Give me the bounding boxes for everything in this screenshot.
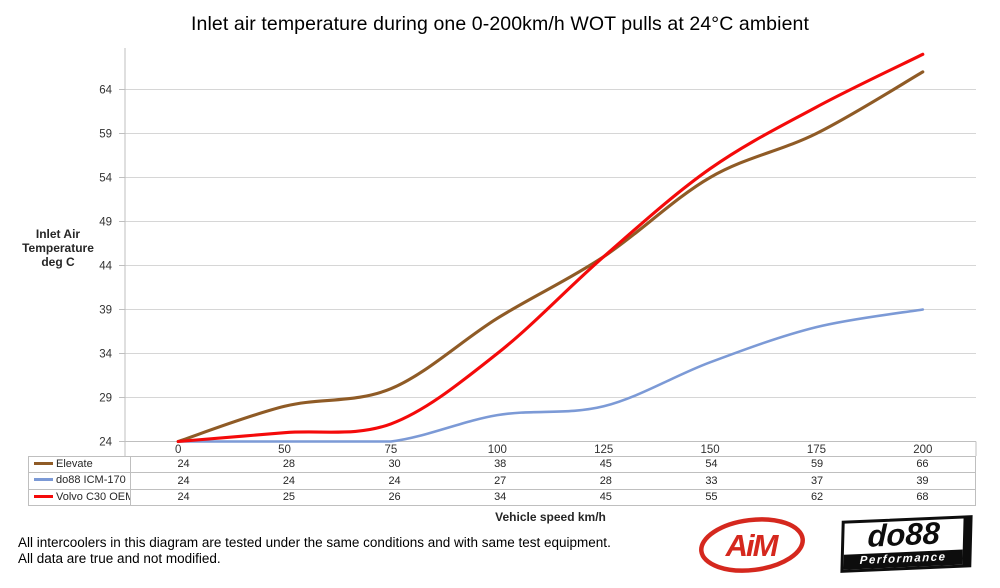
table-value-cell: 24 (130, 472, 237, 490)
table-value-cell: 24 (341, 472, 448, 490)
x-tick-label: 0 (175, 444, 181, 456)
table-value-cell: 24 (177, 458, 190, 471)
table-value-cell: 54 (705, 458, 718, 471)
table-value-cell: 45 (599, 458, 612, 471)
legend-cell: Elevate (28, 456, 131, 473)
x-tick-label: 150 (700, 444, 719, 456)
table-value-cell: 30 (388, 458, 401, 471)
legend-cell: Volvo C30 OEM (28, 488, 131, 506)
legend-swatch-icon (34, 478, 53, 482)
series-line-volvo-c30-oem (176, 52, 925, 444)
x-tick-label: 50 (278, 444, 291, 456)
data-table: Elevate 24 28 30 38 45 54 59 66 do88 ICM-170 24 24 2… (28, 456, 976, 507)
y-axis-title: Inlet Air Temperature deg C (20, 227, 96, 269)
footer-note-1: All intercoolers in this diagram are tes… (18, 535, 611, 550)
x-tick-label: 175 (807, 444, 826, 456)
y-tick-label: 49 (99, 217, 112, 229)
footer-notes: All intercoolers in this diagram are tes… (18, 535, 611, 566)
footer-note-2: All data are true and not modified. (18, 550, 221, 566)
legend-label: do88 ICM-170 (56, 474, 126, 487)
table-value-cell: 27 (447, 472, 553, 490)
y-tick-label: 24 (99, 437, 112, 449)
table-row: Volvo C30 OEM 24 25 26 34 45 55 62 68 (28, 488, 976, 506)
y-axis-title-line-1: Inlet Air (35, 227, 81, 241)
table-value-cell: 59 (810, 458, 824, 471)
do88-logo-text: do88 (867, 515, 941, 554)
y-axis-title-line-2: Temperature (22, 241, 94, 255)
table-value-cell: 68 (869, 488, 976, 506)
table-row: Elevate 24 28 30 38 45 54 59 66 (28, 456, 976, 473)
y-tick-label: 29 (99, 393, 112, 405)
x-tick-label: 75 (385, 444, 398, 456)
table-value-cell: 25 (236, 488, 342, 506)
legend-label: Elevate (56, 458, 93, 470)
y-tick-label: 39 (99, 305, 112, 317)
y-tick-label: 64 (99, 85, 112, 97)
y-axis-title-line-3: deg C (41, 255, 75, 269)
table-value-cell: 33 (658, 472, 765, 490)
x-tick-label: 100 (488, 444, 507, 456)
legend-label: Volvo C30 OEM (56, 490, 131, 503)
table-value-cell: 26 (341, 488, 448, 506)
legend-cell: do88 ICM-170 (28, 472, 131, 490)
table-value-cell: 34 (447, 488, 553, 506)
aim-logo-ellipse (699, 517, 805, 573)
table-value-cell: 39 (869, 472, 976, 490)
table-value-cell: 62 (764, 488, 870, 506)
x-tick-label: 125 (594, 444, 613, 456)
legend-swatch-icon (34, 494, 53, 498)
table-row: do88 ICM-170 24 24 24 27 28 33 37 39 (28, 472, 976, 490)
y-tick-label: 34 (99, 349, 112, 361)
table-value-cell: 55 (658, 488, 765, 506)
chart-title: Inlet air temperature during one 0-200km… (191, 13, 809, 35)
series-line-do88-icm-170 (176, 308, 925, 443)
legend-swatch-icon (34, 462, 53, 465)
table-value-cell: 24 (130, 488, 237, 506)
y-tick-label: 54 (99, 173, 112, 185)
y-tick-label: 59 (99, 129, 112, 141)
table-value-cell: 38 (494, 458, 507, 471)
aim-logo: AiM (697, 516, 813, 576)
table-value-cell: 45 (553, 488, 659, 506)
y-tick-label: 44 (99, 261, 112, 273)
table-value-cell: 24 (236, 472, 342, 490)
table-value-cell: 37 (764, 472, 870, 490)
x-axis-title: Vehicle speed km/h (495, 510, 606, 524)
do88-logo-subtext: Performance (843, 549, 963, 570)
x-tick-label: 200 (913, 444, 932, 456)
table-value-cell: 66 (916, 458, 929, 471)
table-value-cell: 28 (553, 472, 659, 490)
aim-logo-text: AiM (725, 528, 780, 563)
do88-logo: do88 Performance (840, 515, 973, 573)
table-value-cell: 28 (282, 458, 296, 471)
series-line-elevate (176, 70, 925, 444)
